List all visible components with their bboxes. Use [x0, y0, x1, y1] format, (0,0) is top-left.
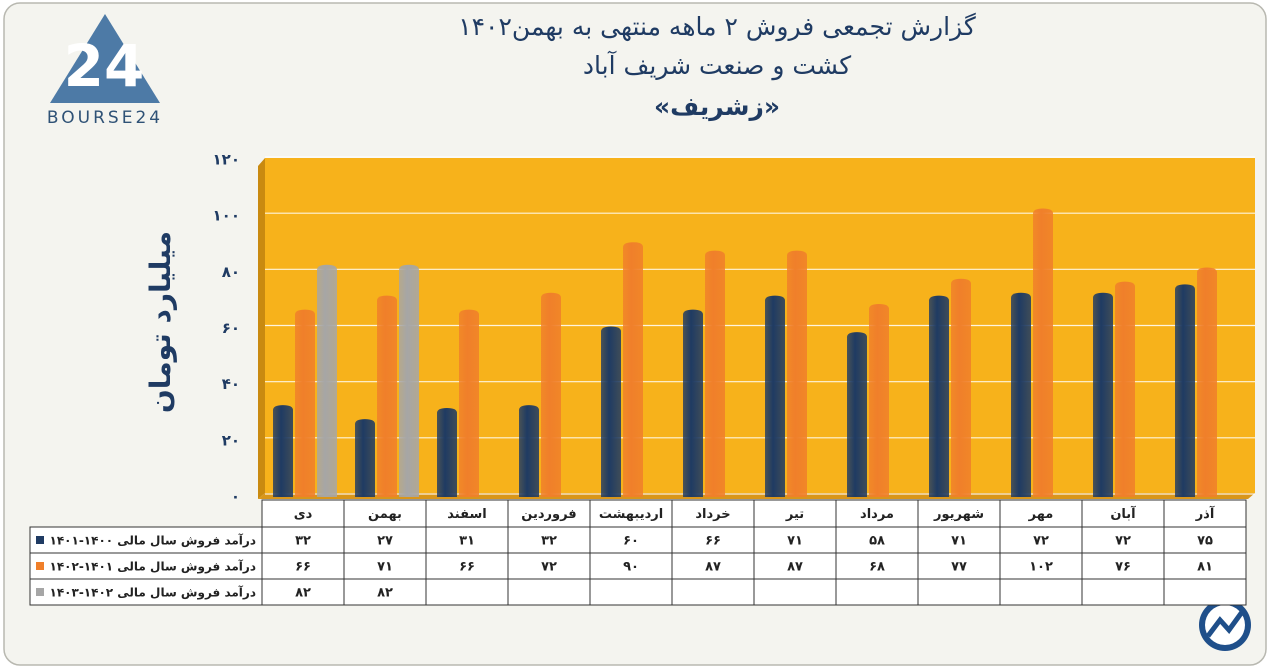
- value-label: ۱۰۲: [1029, 560, 1053, 575]
- chart-symbol: «زشریف»: [654, 92, 780, 122]
- chart-title: گزارش تجمعی فروش ۲ ماهه منتهی به بهمن۱۴۰…: [458, 12, 976, 42]
- value-label: ۶۰: [623, 534, 639, 549]
- bar: [787, 250, 807, 497]
- value-label: ۶۶: [459, 560, 475, 575]
- value-label: ۹۰: [623, 560, 639, 575]
- x-tick-label: مهر: [1028, 507, 1054, 522]
- y-tick-label: ۶۰: [222, 319, 240, 337]
- value-label: ۷۱: [951, 534, 967, 549]
- plot-wall: [258, 158, 265, 499]
- bottom-logo: [1199, 599, 1251, 651]
- bar: [273, 405, 293, 497]
- x-tick-label: اردیبهشت: [599, 507, 663, 522]
- bar: [1175, 284, 1195, 497]
- x-tick-label: مرداد: [860, 507, 894, 522]
- value-label: ۷۱: [787, 534, 803, 549]
- value-label: ۸۲: [295, 586, 311, 601]
- chart-subtitle: کشت و صنعت شریف آباد: [583, 50, 851, 81]
- bar: [705, 250, 725, 497]
- value-label: ۳۱: [459, 534, 475, 549]
- x-tick-label: آذر: [1195, 505, 1215, 522]
- value-label: ۸۱: [1197, 560, 1213, 575]
- bar: [437, 407, 457, 497]
- bar: [951, 278, 971, 497]
- bar: [459, 309, 479, 497]
- bar: [1197, 267, 1217, 497]
- logo-triangle: [50, 14, 160, 103]
- bar: [355, 419, 375, 497]
- value-label: ۷۱: [377, 560, 393, 575]
- value-label: ۳۲: [295, 534, 311, 549]
- bar: [295, 309, 315, 497]
- value-label: ۷۲: [1033, 534, 1049, 549]
- value-label: ۶۶: [295, 560, 311, 575]
- value-label: ۶۶: [705, 534, 721, 549]
- bar: [1115, 281, 1135, 497]
- legend-swatch: [36, 536, 44, 544]
- bar: [1093, 292, 1113, 497]
- bar: [399, 264, 419, 497]
- x-tick-label: شهریور: [933, 507, 984, 522]
- bar: [1033, 208, 1053, 498]
- logo-mark: 24: [64, 32, 145, 100]
- legend-label: درآمد فروش سال مالی ۱۴۰۱-۱۴۰۲: [50, 559, 256, 575]
- y-tick-label: ۰: [231, 488, 240, 506]
- bar: [541, 292, 561, 497]
- x-tick-label: تیر: [785, 507, 804, 522]
- value-label: ۲۷: [377, 534, 393, 549]
- bar: [847, 332, 867, 497]
- y-tick-label: ۴۰: [222, 375, 240, 393]
- y-tick-label: ۸۰: [222, 263, 240, 281]
- x-tick-label: بهمن: [368, 507, 402, 522]
- bar: [601, 326, 621, 497]
- bar: [683, 309, 703, 497]
- legend-swatch: [36, 562, 44, 570]
- y-tick-label: ۱۰۰: [213, 207, 240, 225]
- y-axis-label: میلیارد تومان: [144, 231, 177, 413]
- value-label: ۷۷: [951, 560, 967, 575]
- bar: [869, 304, 889, 497]
- value-label: ۸۷: [787, 560, 803, 575]
- legend-label: درآمد فروش سال مالی ۱۴۰۰-۱۴۰۱: [50, 533, 256, 549]
- value-label: ۶۸: [869, 560, 885, 575]
- bar: [765, 295, 785, 497]
- x-tick-label: دی: [294, 507, 313, 522]
- value-label: ۸۷: [705, 560, 721, 575]
- bar: [377, 295, 397, 497]
- bar: [623, 242, 643, 497]
- bar: [929, 295, 949, 497]
- y-tick-label: ۲۰: [222, 431, 240, 449]
- logo-text: BOURSE24: [47, 108, 163, 128]
- value-label: ۷۶: [1115, 560, 1131, 575]
- value-label: ۵۸: [869, 534, 885, 549]
- value-label: ۸۲: [377, 586, 393, 601]
- value-label: ۷۲: [1115, 534, 1131, 549]
- x-tick-label: فروردین: [521, 507, 576, 522]
- legend-swatch: [36, 588, 44, 596]
- bar: [317, 264, 337, 497]
- legend-label: درآمد فروش سال مالی ۱۴۰۲-۱۴۰۳: [50, 585, 256, 601]
- bar: [519, 405, 539, 497]
- value-label: ۳۲: [541, 534, 557, 549]
- x-tick-label: آبان: [1110, 505, 1136, 522]
- y-tick-label: ۱۲۰: [213, 151, 240, 169]
- value-label: ۷۵: [1197, 534, 1213, 549]
- bar: [1011, 292, 1031, 497]
- value-label: ۷۲: [541, 560, 557, 575]
- badge-arrow: [1206, 610, 1245, 638]
- x-tick-label: خرداد: [695, 507, 730, 522]
- x-tick-label: اسفند: [447, 507, 486, 522]
- logo: 24 BOURSE24: [47, 14, 163, 128]
